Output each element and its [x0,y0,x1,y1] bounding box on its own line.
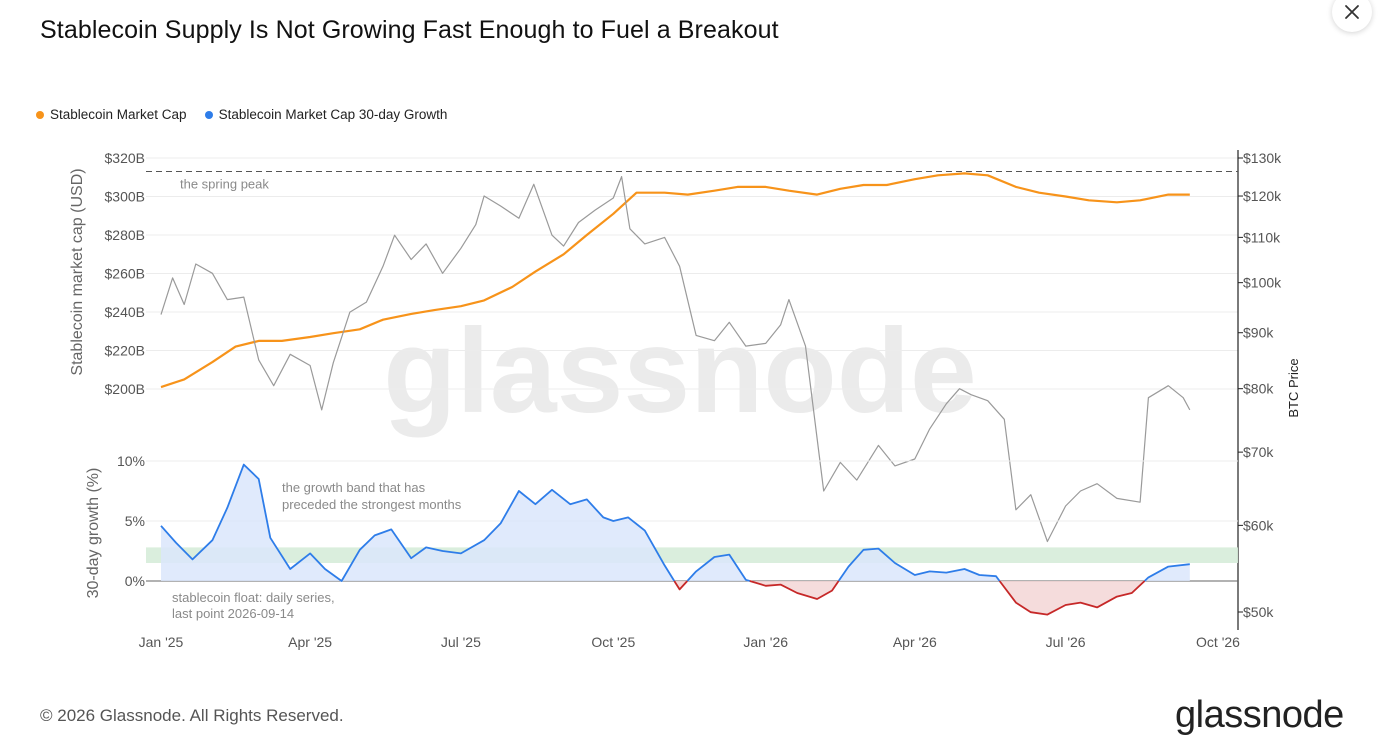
left-tick-label: $300B [105,189,145,205]
growth-line-positive [686,553,751,582]
legend-dot-growth [204,110,213,119]
x-tick-label: Jan '26 [743,634,788,650]
growth-area-negative [749,581,839,599]
legend-item-growth[interactable]: Stablecoin Market Cap 30-day Growth [204,107,448,122]
growth-area-positive [1144,564,1190,581]
x-tick-label: Jan '25 [139,634,184,650]
right-tick-label: $110k [1243,229,1281,245]
right-tick-label: $130k [1243,150,1282,166]
x-tick-label: Oct '26 [1196,634,1240,650]
legend-dot-market-cap [36,110,44,119]
left-tick-label: $220B [105,343,145,359]
left-tick-label: $320B [105,150,145,166]
series-line-btc-price [160,176,1191,543]
legend-label-growth: Stablecoin Market Cap 30-day Growth [218,107,448,122]
bottom-axis-title: 30-day growth (%) [85,468,102,599]
reference-line-label: the spring peak [180,176,269,191]
growth-line-positive [160,463,676,582]
page-title: Stablecoin Supply Is Not Growing Fast En… [40,16,779,44]
right-tick-label: $70k [1243,444,1274,460]
right-axis-title: BTC Price [1286,358,1301,417]
copyright-text: © 2026 Glassnode. All Rights Reserved. [40,706,344,725]
chart-legend: Stablecoin Market Cap Stablecoin Market … [36,107,447,122]
growth-band-label: the growth band that has preceded the str… [282,480,462,512]
growth-line-negative [998,580,1146,616]
growth-area-negative [674,581,688,590]
growth-line-positive [1143,563,1190,582]
left-tick-label: $280B [105,227,145,243]
bottom-tick-label: 10% [117,453,145,469]
series-note: stablecoin float: daily series, last poin… [172,590,335,621]
growth-area-negative [999,581,1145,615]
close-button[interactable] [1332,0,1372,32]
bottom-tick-label: 0% [125,573,145,589]
legend-item-market-cap[interactable]: Stablecoin Market Cap [36,107,187,122]
growth-line-negative [749,580,840,600]
growth-area-positive [161,464,675,581]
series-line-market-cap [160,172,1190,389]
left-axis-title: Stablecoin market cap (USD) [69,168,86,375]
bottom-tick-label: 5% [125,513,145,529]
growth-area-positive [687,554,750,581]
x-tick-label: Apr '25 [288,634,332,650]
close-icon [1345,5,1359,19]
right-tick-label: $120k [1243,188,1282,204]
right-tick-label: $50k [1243,604,1274,620]
right-tick-label: $100k [1243,275,1282,291]
right-tick-label: $60k [1243,517,1274,533]
legend-label-market-cap: Stablecoin Market Cap [50,107,187,122]
x-tick-label: Jul '25 [441,634,481,650]
left-tick-label: $240B [105,304,145,320]
growth-area-positive [838,548,1000,581]
left-tick-label: $260B [105,266,145,282]
growth-line-positive [837,547,1001,582]
x-tick-label: Apr '26 [893,634,937,650]
left-tick-label: $200B [105,381,145,397]
right-tick-label: $80k [1243,381,1274,397]
growth-line-negative [673,580,688,591]
brand-logo: glassnode [1175,694,1344,736]
right-tick-label: $90k [1243,325,1274,341]
watermark-text: glassnode [383,304,977,438]
x-tick-label: Jul '26 [1046,634,1086,650]
x-tick-label: Oct '25 [591,634,635,650]
